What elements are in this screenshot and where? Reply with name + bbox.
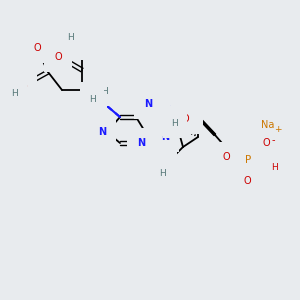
Text: +: + xyxy=(274,125,282,134)
Text: N: N xyxy=(137,138,145,148)
Text: O: O xyxy=(33,43,41,53)
Text: H: H xyxy=(102,88,108,97)
Text: P: P xyxy=(245,155,251,165)
Text: H: H xyxy=(172,119,178,128)
Text: O: O xyxy=(54,52,62,62)
Text: N: N xyxy=(161,132,169,142)
Text: -: - xyxy=(271,135,275,145)
Text: O: O xyxy=(74,40,82,50)
Text: O: O xyxy=(159,160,167,170)
Text: H: H xyxy=(160,169,167,178)
Text: Na: Na xyxy=(261,120,275,130)
Text: N: N xyxy=(90,92,98,102)
Text: O: O xyxy=(262,138,270,148)
Text: N: N xyxy=(98,127,106,137)
Text: N: N xyxy=(144,99,152,109)
Text: O: O xyxy=(262,162,270,172)
Text: O: O xyxy=(185,114,193,124)
Text: O: O xyxy=(181,114,189,124)
Text: H: H xyxy=(271,163,278,172)
Text: H: H xyxy=(12,89,18,98)
Text: O: O xyxy=(222,152,230,162)
Text: H: H xyxy=(68,34,74,43)
Text: N: N xyxy=(162,116,170,126)
Text: H: H xyxy=(88,95,95,104)
Text: O: O xyxy=(19,82,27,92)
Text: O: O xyxy=(243,176,251,186)
